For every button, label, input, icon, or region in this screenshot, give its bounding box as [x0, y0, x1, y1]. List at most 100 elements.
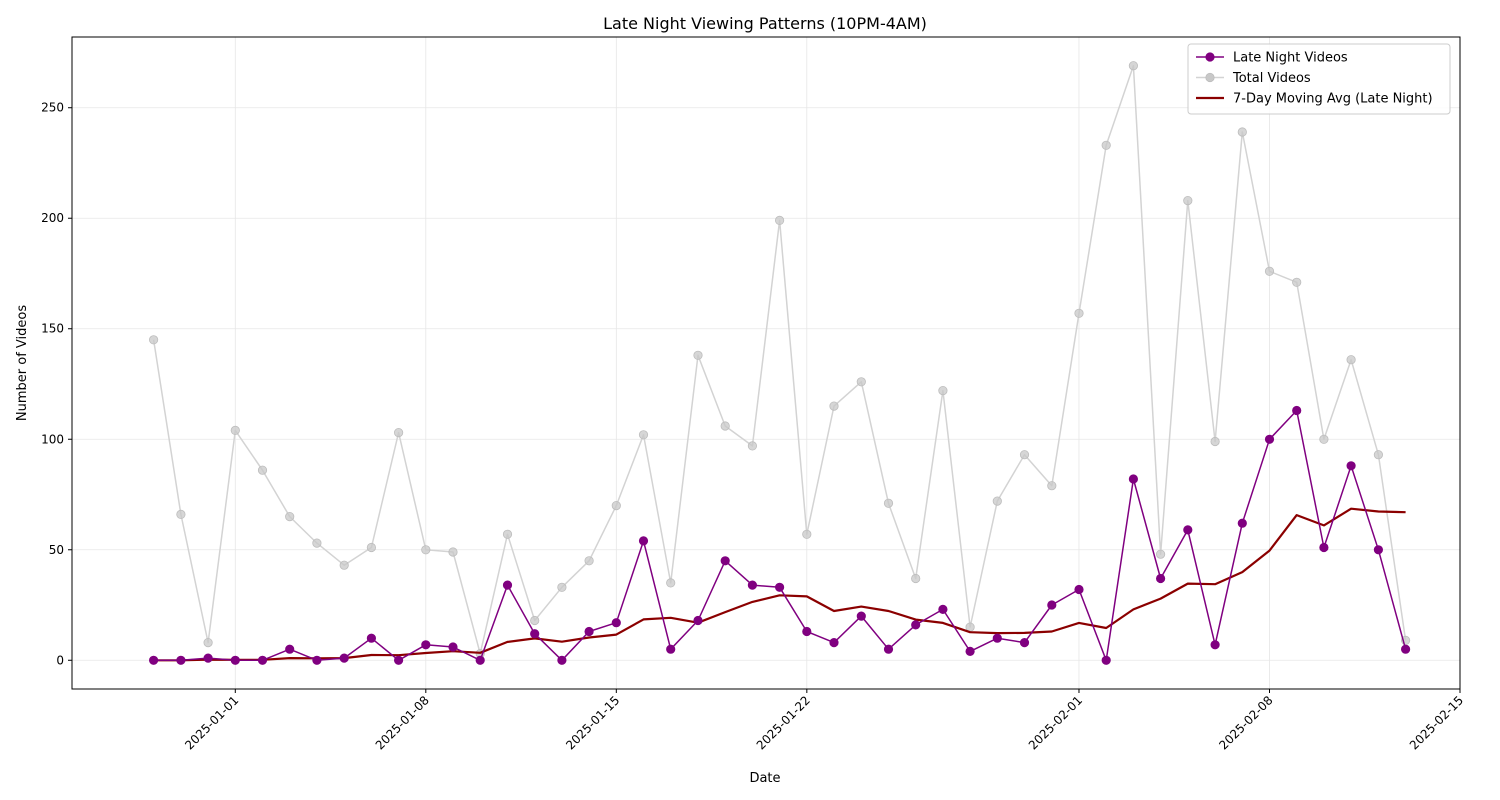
data-point: [693, 350, 703, 360]
data-point: [747, 441, 758, 451]
data-point: [312, 538, 322, 548]
data-point: [1101, 655, 1111, 665]
data-point: [1264, 266, 1275, 276]
data-point: [149, 655, 159, 665]
data-point: [1156, 573, 1166, 584]
data-point: [257, 655, 268, 665]
data-point: [747, 580, 758, 590]
data-point: [1264, 434, 1275, 444]
data-point: [1292, 405, 1302, 416]
data-point: [938, 385, 948, 396]
data-point: [1292, 277, 1302, 287]
data-point: [176, 655, 186, 665]
data-point: [666, 644, 676, 654]
series-group: [149, 405, 1411, 665]
data-point: [802, 626, 812, 637]
data-point: [1210, 640, 1220, 650]
data-point: [720, 556, 730, 566]
data-point: [1183, 525, 1193, 535]
data-point: [1047, 481, 1057, 491]
y-tick-label: 0: [56, 653, 64, 667]
data-point: [366, 542, 376, 553]
legend-swatch-marker: [1205, 52, 1215, 62]
data-point: [1373, 450, 1384, 460]
data-point: [611, 618, 621, 628]
chart-title: Late Night Viewing Patterns (10PM-4AM): [603, 14, 927, 33]
legend-label: Total Videos: [1232, 71, 1311, 86]
data-point: [829, 401, 839, 411]
legend-box: [1187, 43, 1451, 115]
data-point: [285, 511, 295, 522]
y-axis-title: Number of Videos: [15, 305, 30, 421]
data-point: [911, 573, 921, 584]
y-tick-label: 100: [41, 432, 64, 446]
data-point: [1319, 434, 1329, 444]
data-point: [312, 655, 322, 665]
data-point: [257, 465, 268, 475]
data-point: [530, 629, 540, 639]
y-tick-label: 50: [49, 543, 64, 557]
x-tick-label: 2025-01-15: [563, 693, 622, 752]
data-point: [1128, 474, 1139, 484]
data-point: [856, 377, 866, 387]
data-point: [802, 529, 812, 539]
data-point: [911, 620, 921, 630]
data-point: [421, 545, 431, 555]
x-tick-label: 2025-02-01: [1026, 693, 1085, 752]
data-point: [1101, 140, 1111, 150]
legend-label: Late Night Videos: [1233, 51, 1348, 66]
data-point: [1401, 644, 1411, 654]
data-point: [1237, 127, 1247, 137]
series-group: [149, 61, 1411, 659]
series-line: [153, 409, 1407, 662]
data-point: [693, 615, 703, 626]
x-tick-label: 2025-01-22: [754, 693, 813, 752]
x-tick-label: 2025-01-08: [373, 693, 432, 752]
data-point: [938, 604, 948, 615]
data-point: [1210, 436, 1220, 447]
series-layer: [149, 61, 1411, 665]
data-point: [557, 582, 567, 592]
data-point: [366, 633, 376, 643]
data-point: [584, 626, 594, 637]
data-point: [339, 653, 349, 663]
data-point: [557, 655, 567, 665]
y-tick-label: 150: [41, 322, 64, 336]
data-point: [203, 637, 213, 648]
x-tick-label: 2025-02-15: [1407, 693, 1466, 752]
data-point: [502, 529, 513, 539]
data-point: [1047, 600, 1057, 610]
data-point: [1074, 308, 1084, 318]
data-point: [992, 633, 1002, 643]
data-point: [965, 646, 975, 657]
plot-frame: [71, 36, 1461, 690]
data-point: [393, 427, 404, 438]
data-point: [1156, 549, 1166, 559]
data-point: [530, 615, 540, 626]
data-point: [421, 640, 431, 650]
grid-layer: [72, 37, 1461, 689]
axes-layer: 0 50 100 150 200 250 2025-01-01 2025-01-08 2025-…: [41, 36, 1466, 752]
data-point: [230, 425, 240, 435]
data-point: [638, 430, 649, 440]
data-point: [638, 536, 649, 546]
legend-label: 7-Day Moving Avg (Late Night): [1233, 92, 1433, 107]
data-point: [1183, 196, 1193, 206]
data-point: [1237, 518, 1247, 528]
data-point: [1346, 461, 1356, 471]
data-point: [285, 644, 295, 654]
data-point: [502, 580, 513, 590]
data-point: [1128, 61, 1139, 71]
data-point: [666, 578, 676, 588]
legend-swatch-marker: [1205, 72, 1215, 83]
x-axis-title: Date: [749, 771, 780, 786]
data-point: [1019, 450, 1030, 460]
data-point: [1346, 355, 1356, 365]
data-point: [203, 653, 213, 663]
data-point: [1373, 545, 1384, 555]
x-tick-label: 2025-02-08: [1216, 693, 1275, 752]
data-point: [720, 421, 730, 431]
data-point: [339, 560, 349, 570]
